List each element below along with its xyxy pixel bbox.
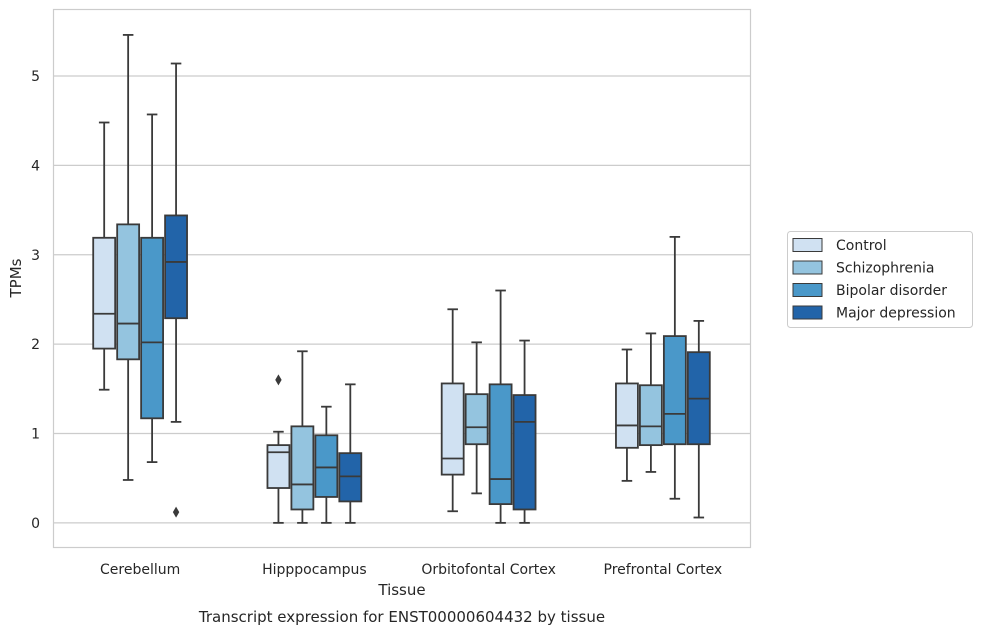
box-body	[488, 383, 513, 506]
box-body	[92, 236, 117, 350]
box-1-4	[615, 348, 639, 482]
y-tick-label-0: 0	[31, 516, 40, 532]
box-3-4	[662, 235, 687, 500]
box-3-2	[314, 405, 339, 524]
y-tick-label-1: 1	[31, 427, 40, 443]
box-4-2	[338, 383, 363, 524]
legend: Control Schizophrenia Bipolar disorder Majo…	[787, 231, 973, 328]
box-body	[662, 335, 687, 446]
x-axis-label: Tissue	[377, 581, 425, 599]
y-tick-label-5: 5	[31, 69, 40, 85]
box-2-2	[290, 350, 315, 524]
box-body	[116, 223, 141, 361]
box-1-3	[440, 308, 465, 513]
legend-label: Control	[836, 238, 887, 254]
box-series	[92, 34, 711, 524]
box-2-3	[464, 341, 489, 495]
box-body	[314, 434, 339, 498]
box-4-4	[686, 319, 711, 519]
legend-swatch	[792, 238, 823, 252]
y-axis-ticks: 0 1 2 3 4 5	[31, 69, 40, 532]
series-4	[164, 62, 711, 524]
legend-label: Schizophrenia	[836, 261, 934, 277]
legend-swatch	[792, 283, 823, 297]
box-body	[639, 384, 663, 447]
legend-item-3: Bipolar disorder	[792, 283, 947, 299]
box-body	[290, 425, 315, 511]
legend-frame	[787, 231, 973, 328]
legend-item-4: Major depression	[792, 305, 956, 322]
legend-swatch	[792, 260, 823, 275]
chart-caption: Transcript expression for ENST0000060443…	[198, 608, 605, 626]
box-body	[140, 236, 164, 420]
box-3-1	[140, 113, 164, 463]
box-body	[464, 393, 489, 446]
y-axis-label: TPMs	[7, 258, 25, 298]
outlier-point-1	[275, 374, 282, 386]
legend-item-1: Control	[792, 238, 887, 254]
y-tick-label-3: 3	[31, 248, 40, 264]
box-body	[615, 382, 639, 449]
outlier-point-1	[172, 506, 180, 518]
box-body	[164, 214, 188, 320]
series-3	[140, 113, 687, 524]
box-2-1	[116, 34, 141, 481]
x-tick-label-1: Cerebellum	[100, 562, 180, 578]
plot-area-frame	[52, 8, 752, 549]
x-tick-label-4: Prefrontal Cortex	[604, 562, 723, 578]
box-body	[440, 382, 465, 476]
box-2-4	[639, 332, 663, 473]
box-body	[512, 394, 537, 511]
box-4-3	[512, 339, 537, 524]
x-tick-label-3: Orbitofontal Cortex	[421, 562, 556, 578]
y-tick-label-4: 4	[31, 158, 40, 174]
series-1	[92, 121, 639, 524]
box-1-2	[266, 374, 291, 524]
legend-item-2: Schizophrenia	[792, 260, 934, 277]
box-4-1	[164, 62, 188, 518]
box-3-3	[488, 289, 513, 524]
x-tick-label-2: Hipppocampus	[262, 562, 367, 578]
legend-swatch	[792, 305, 823, 320]
legend-label: Major depression	[836, 306, 956, 322]
series-2	[116, 34, 663, 524]
y-tick-label-2: 2	[31, 337, 40, 353]
box-1-1	[92, 121, 117, 391]
legend-label: Bipolar disorder	[836, 283, 947, 299]
box-body	[266, 444, 291, 489]
x-axis-ticks: Cerebellum Hipppocampus Orbitofontal Corte…	[100, 562, 722, 578]
